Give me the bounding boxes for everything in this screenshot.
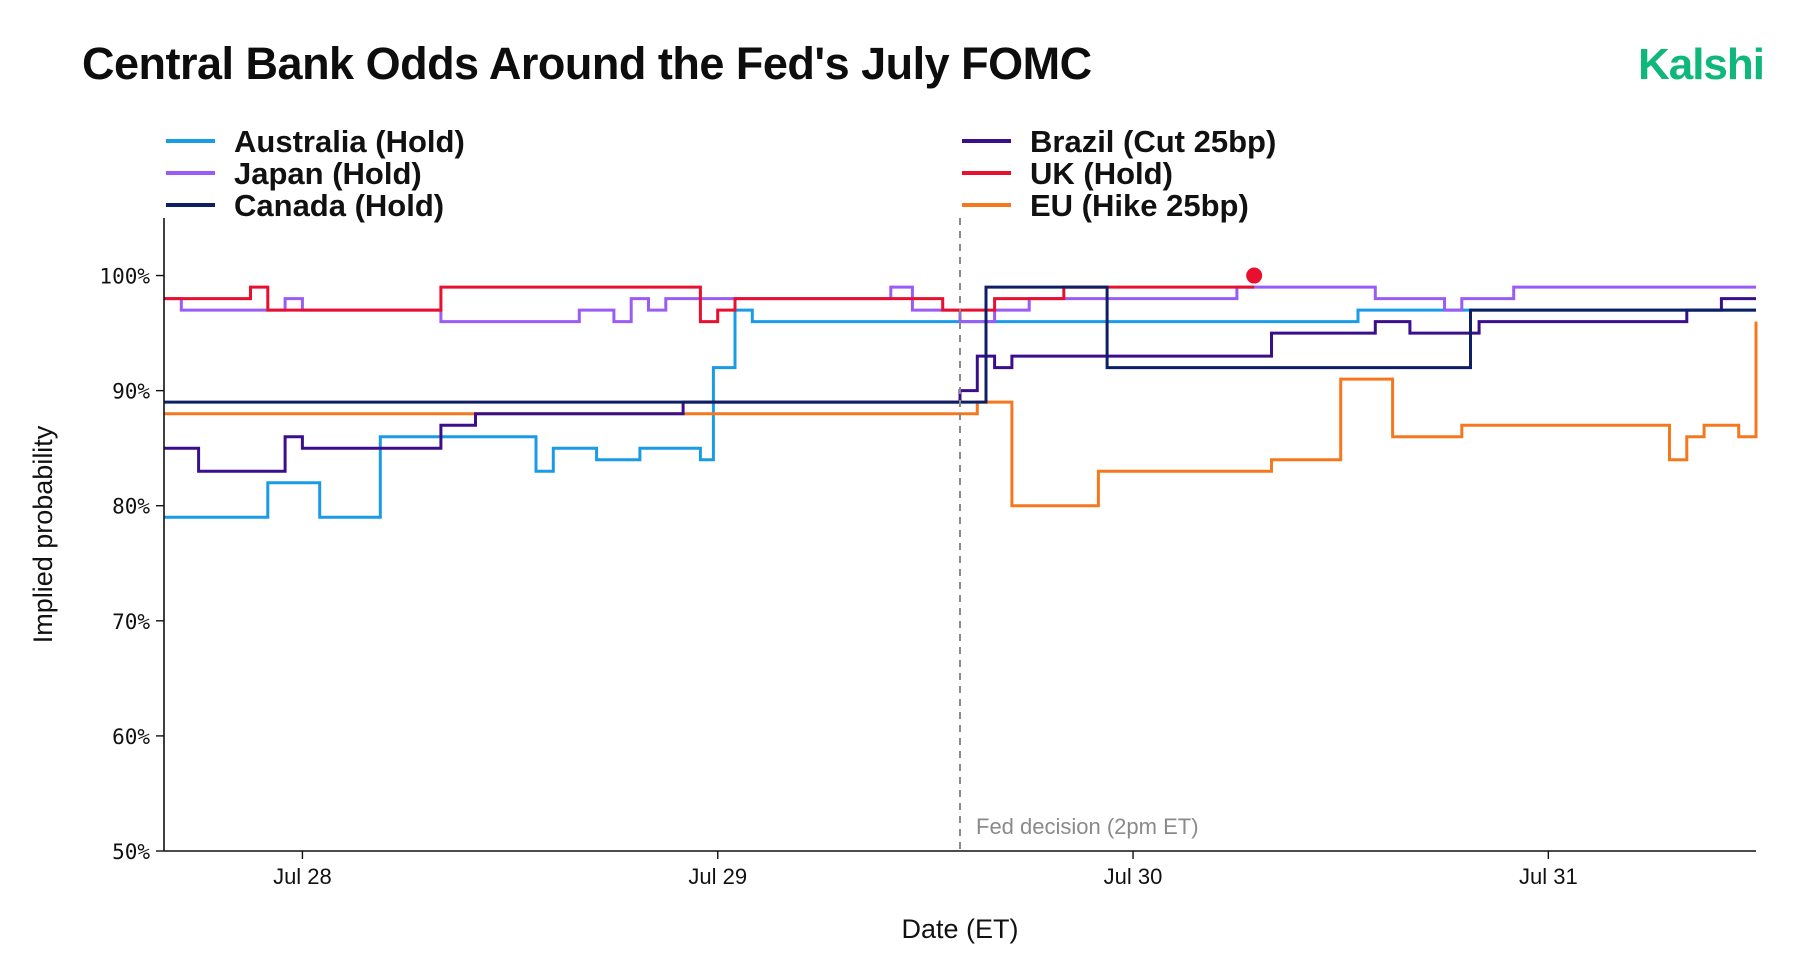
series-end-marker-uk-hold: [1246, 267, 1263, 284]
legend-label: Brazil (Cut 25bp): [1030, 124, 1276, 159]
series-line-australia-hold: [164, 308, 1756, 519]
legend-item-canada-hold: Canada (Hold): [166, 188, 444, 223]
legend: Australia (Hold)Japan (Hold)Canada (Hold…: [166, 124, 1276, 223]
legend-label: EU (Hike 25bp): [1030, 188, 1249, 223]
legend-item-australia-hold: Australia (Hold): [166, 124, 465, 159]
legend-item-japan-hold: Japan (Hold): [166, 156, 422, 191]
fed-decision-label: Fed decision (2pm ET): [976, 814, 1199, 839]
y-tick-label: 70%: [112, 610, 150, 634]
legend-item-eu-hike-25bp: EU (Hike 25bp): [962, 188, 1249, 223]
y-tick-label: 50%: [112, 840, 150, 864]
legend-label: Australia (Hold): [234, 124, 465, 159]
series-line-canada-hold: [164, 285, 1756, 404]
x-tick-label: Jul 30: [1104, 864, 1163, 889]
legend-item-uk-hold: UK (Hold): [962, 156, 1173, 191]
series-line-japan-hold: [164, 285, 1756, 324]
legend-label: Canada (Hold): [234, 188, 444, 223]
legend-label: UK (Hold): [1030, 156, 1173, 191]
x-tick-label: Jul 28: [273, 864, 332, 889]
y-tick-label: 80%: [112, 495, 150, 519]
x-tick-label: Jul 31: [1519, 864, 1578, 889]
x-axis-label: Date (ET): [901, 914, 1018, 944]
series-line-eu-hike-25bp: [164, 321, 1758, 508]
x-tick-label: Jul 29: [688, 864, 747, 889]
y-axis-label: Implied probability: [28, 425, 58, 643]
kalshi-logo: Kalshi: [1637, 40, 1765, 89]
legend-item-brazil-cut-25bp: Brazil (Cut 25bp): [962, 124, 1276, 159]
axes: 50% 60% 70% 80% 90% 100% Jul 28 Jul 29 Jul 30 Jul…: [99, 218, 1756, 889]
y-tick-label: 100%: [99, 265, 150, 289]
legend-label: Japan (Hold): [234, 156, 422, 191]
series-line-uk-hold: [164, 285, 1255, 324]
chart-title: Central Bank Odds Around the Fed's July …: [82, 38, 1092, 89]
y-tick-label: 60%: [112, 725, 150, 749]
y-tick-label: 90%: [112, 380, 150, 404]
series-layer: [164, 267, 1758, 519]
